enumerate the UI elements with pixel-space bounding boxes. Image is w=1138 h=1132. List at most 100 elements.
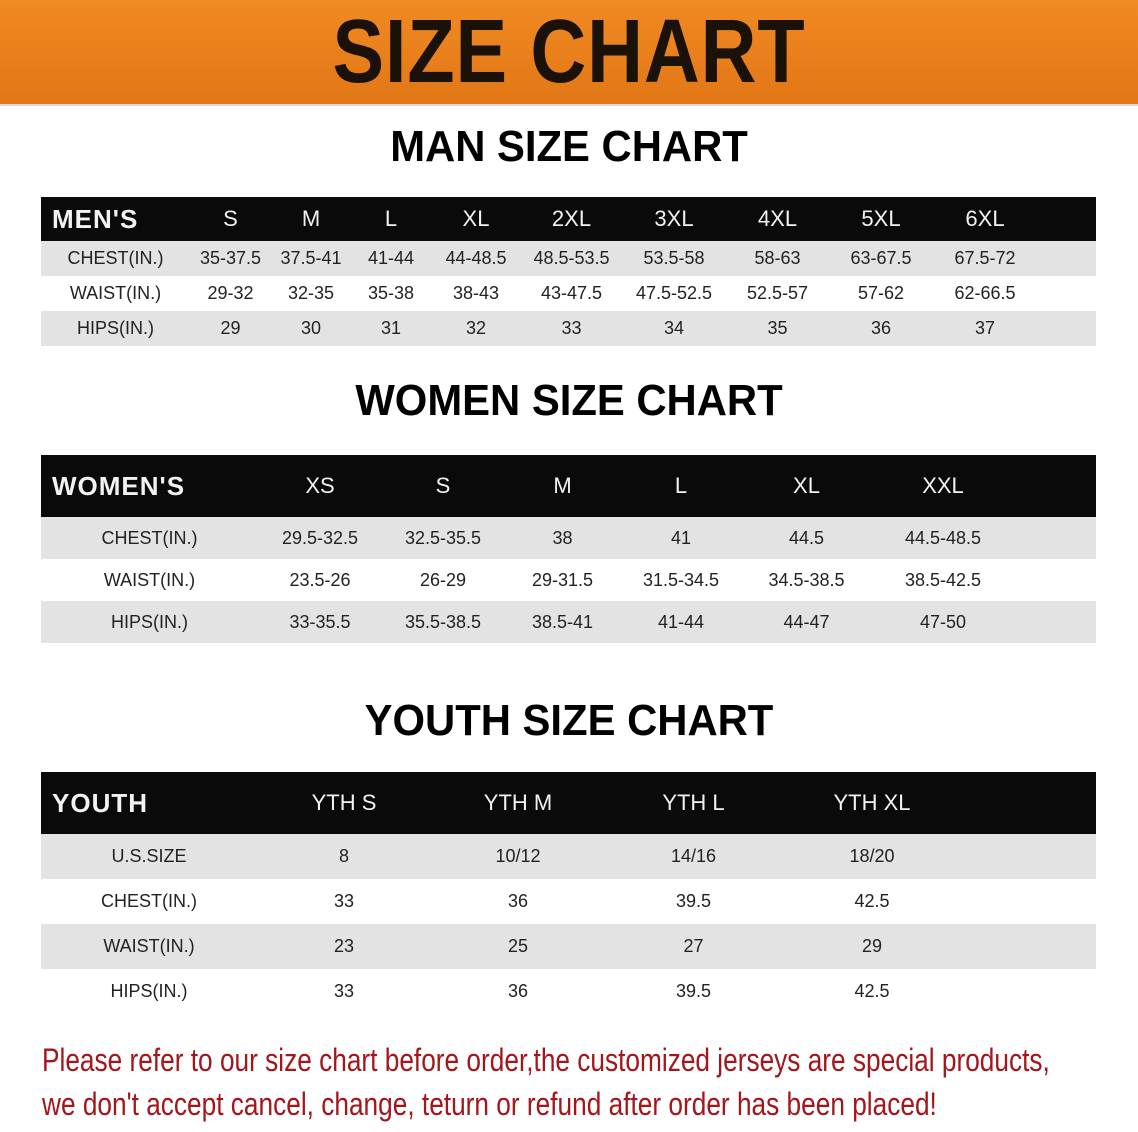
table-row: HIPS(IN.) 33-35.5 35.5-38.5 38.5-41 41-44 44-… [41,601,1096,643]
empty-cell [1037,197,1096,241]
measurement-cell: 32 [431,311,521,346]
table-header-row: YOUTH YTH S YTH M YTH L YTH XL [41,772,1096,834]
measurement-cell: 34.5-38.5 [741,559,872,601]
size-header-cell: YTH S [257,772,431,834]
size-header-cell: YTH M [431,772,605,834]
measurement-cell: 67.5-72 [933,241,1037,276]
measurement-cell: 44.5-48.5 [872,517,1014,559]
measurement-cell: 35-38 [351,276,431,311]
size-header-cell: 6XL [933,197,1037,241]
measurement-cell: 52.5-57 [726,276,829,311]
row-label: CHEST(IN.) [41,517,258,559]
measurement-cell: 31 [351,311,431,346]
measurement-cell: 36 [829,311,933,346]
table-row: U.S.SIZE 8 10/12 14/16 18/20 [41,834,1096,879]
measurement-cell: 38.5-41 [504,601,621,643]
measurement-cell: 33 [521,311,622,346]
measurement-cell: 39.5 [605,879,782,924]
table-title-cell: YOUTH [41,772,257,834]
measurement-cell: 34 [622,311,726,346]
measurement-cell: 29 [782,924,962,969]
measurement-cell: 37 [933,311,1037,346]
empty-cell [962,772,1096,834]
size-header-cell: YTH XL [782,772,962,834]
measurement-cell: 47.5-52.5 [622,276,726,311]
measurement-cell: 14/16 [605,834,782,879]
empty-cell [1014,559,1096,601]
size-header-cell: XXL [872,455,1014,517]
banner: SIZE CHART [0,0,1138,106]
measurement-cell: 35.5-38.5 [382,601,504,643]
women-section-title: WOMEN SIZE CHART [355,376,783,425]
measurement-cell: 41-44 [621,601,741,643]
table-row: HIPS(IN.) 29 30 31 32 33 34 35 36 37 [41,311,1096,346]
measurement-cell: 29.5-32.5 [258,517,382,559]
table-row: CHEST(IN.) 35-37.5 37.5-41 41-44 44-48.5 48.5… [41,241,1096,276]
table-row: WAIST(IN.) 23.5-26 26-29 29-31.5 31.5-34.5 34… [41,559,1096,601]
row-label: CHEST(IN.) [41,241,190,276]
measurement-cell: 42.5 [782,879,962,924]
measurement-cell: 23 [257,924,431,969]
table-header-row: WOMEN'S XS S M L XL XXL [41,455,1096,517]
empty-cell [962,924,1096,969]
size-header-cell: M [504,455,621,517]
measurement-cell: 35-37.5 [190,241,271,276]
measurement-cell: 42.5 [782,969,962,1014]
size-header-cell: XS [258,455,382,517]
empty-cell [1014,517,1096,559]
youth-size-table: YOUTH YTH S YTH M YTH L YTH XL U.S.SIZE 8 10/12… [41,772,1096,1014]
measurement-cell: 43-47.5 [521,276,622,311]
men-section-title: MAN SIZE CHART [390,122,748,171]
row-label: U.S.SIZE [41,834,257,879]
empty-cell [1014,455,1096,517]
measurement-cell: 32.5-35.5 [382,517,504,559]
measurement-cell: 48.5-53.5 [521,241,622,276]
measurement-cell: 58-63 [726,241,829,276]
measurement-cell: 38 [504,517,621,559]
measurement-cell: 23.5-26 [258,559,382,601]
youth-section-title: YOUTH SIZE CHART [364,696,774,745]
size-header-cell: L [351,197,431,241]
row-label: CHEST(IN.) [41,879,257,924]
measurement-cell: 33-35.5 [258,601,382,643]
size-header-cell: M [271,197,351,241]
measurement-cell: 37.5-41 [271,241,351,276]
size-header-cell: XL [741,455,872,517]
measurement-cell: 44-48.5 [431,241,521,276]
measurement-cell: 35 [726,311,829,346]
empty-cell [1037,311,1096,346]
measurement-cell: 27 [605,924,782,969]
empty-cell [962,969,1096,1014]
measurement-cell: 10/12 [431,834,605,879]
measurement-cell: 31.5-34.5 [621,559,741,601]
measurement-cell: 57-62 [829,276,933,311]
size-header-cell: 5XL [829,197,933,241]
row-label: HIPS(IN.) [41,311,190,346]
table-row: HIPS(IN.) 33 36 39.5 42.5 [41,969,1096,1014]
empty-cell [962,879,1096,924]
measurement-cell: 47-50 [872,601,1014,643]
row-label: WAIST(IN.) [41,559,258,601]
measurement-cell: 63-67.5 [829,241,933,276]
size-header-cell: YTH L [605,772,782,834]
measurement-cell: 53.5-58 [622,241,726,276]
order-notice-line-2: we don't accept cancel, change, teturn o… [42,1086,937,1122]
row-label: WAIST(IN.) [41,276,190,311]
measurement-cell: 29-32 [190,276,271,311]
measurement-cell: 38.5-42.5 [872,559,1014,601]
size-header-cell: S [190,197,271,241]
banner-title: SIZE CHART [332,2,806,102]
row-label: HIPS(IN.) [41,969,257,1014]
order-notice-line-1: Please refer to our size chart before or… [42,1042,1050,1078]
men-size-table: MEN'S S M L XL 2XL 3XL 4XL 5XL 6XL CHEST(IN.) 35-37… [41,197,1096,346]
size-header-cell: S [382,455,504,517]
size-header-cell: 2XL [521,197,622,241]
table-row: WAIST(IN.) 29-32 32-35 35-38 38-43 43-47.5 47.… [41,276,1096,311]
measurement-cell: 62-66.5 [933,276,1037,311]
size-header-cell: L [621,455,741,517]
measurement-cell: 41 [621,517,741,559]
measurement-cell: 36 [431,969,605,1014]
table-header-row: MEN'S S M L XL 2XL 3XL 4XL 5XL 6XL [41,197,1096,241]
table-title-cell: MEN'S [41,197,190,241]
empty-cell [962,834,1096,879]
